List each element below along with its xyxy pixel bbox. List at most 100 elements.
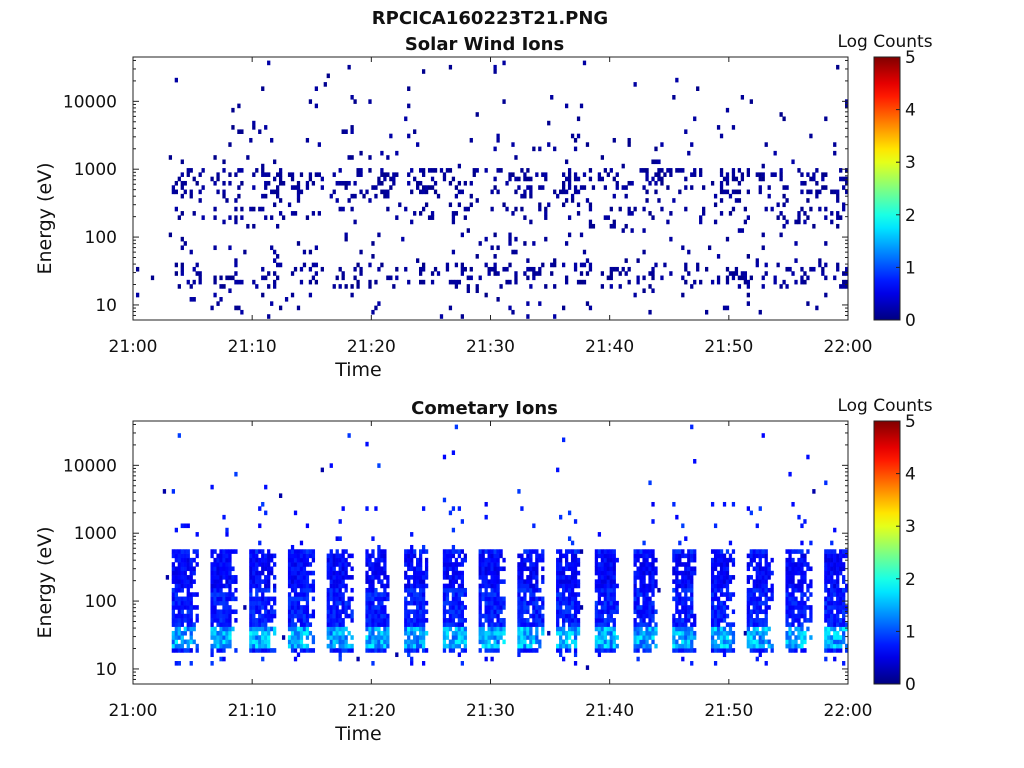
heatmap-cell bbox=[597, 549, 602, 554]
heatmap-cell bbox=[213, 275, 217, 281]
heatmap-cell bbox=[287, 172, 292, 177]
heatmap-cell bbox=[746, 506, 750, 511]
heatmap-cell bbox=[174, 575, 178, 580]
colorbar-tick-label: 2 bbox=[905, 570, 916, 590]
heatmap-cell bbox=[690, 600, 694, 606]
heatmap-cell bbox=[267, 284, 271, 289]
heatmap-cell bbox=[836, 262, 840, 268]
heatmap-cell bbox=[639, 570, 643, 576]
heatmap-cell bbox=[684, 579, 688, 584]
heatmap-cell bbox=[332, 553, 336, 559]
heatmap-cell bbox=[445, 592, 450, 597]
heatmap-cell bbox=[576, 570, 581, 576]
heatmap-cell bbox=[636, 575, 640, 580]
heatmap-cell bbox=[377, 301, 381, 306]
heatmap-cell bbox=[377, 549, 381, 554]
heatmap-cell bbox=[308, 99, 313, 104]
heatmap-cell bbox=[493, 579, 497, 584]
heatmap-cell bbox=[186, 639, 190, 645]
heatmap-cell bbox=[535, 549, 539, 554]
heatmap-cell bbox=[371, 605, 375, 610]
heatmap-cell bbox=[365, 553, 369, 559]
heatmap-cell bbox=[261, 570, 265, 576]
heatmap-cell bbox=[290, 587, 295, 593]
heatmap-cell bbox=[651, 570, 655, 576]
colorbar-tick-label: 4 bbox=[905, 465, 916, 485]
heatmap-cell bbox=[383, 549, 387, 554]
heatmap-cell bbox=[416, 613, 420, 619]
heatmap-cell bbox=[612, 626, 616, 632]
heatmap-cell bbox=[535, 630, 539, 636]
heatmap-cell bbox=[690, 609, 694, 615]
heatmap-cell bbox=[675, 605, 679, 610]
heatmap-cell bbox=[752, 592, 756, 597]
heatmap-cell bbox=[842, 635, 846, 640]
heatmap-cell bbox=[332, 284, 336, 289]
heatmap-cell bbox=[827, 609, 831, 615]
heatmap-cell bbox=[454, 592, 459, 597]
heatmap-cell bbox=[180, 562, 184, 567]
heatmap-cell bbox=[687, 630, 691, 636]
heatmap-cell bbox=[287, 596, 292, 602]
heatmap-cell bbox=[785, 562, 789, 567]
heatmap-cell bbox=[487, 609, 491, 615]
heatmap-cell bbox=[681, 605, 685, 610]
heatmap-cell bbox=[830, 643, 834, 649]
heatmap-cell bbox=[264, 185, 268, 190]
heatmap-cell bbox=[267, 596, 271, 602]
heatmap-cell bbox=[749, 630, 753, 636]
heatmap-cell bbox=[633, 630, 637, 636]
heatmap-cell bbox=[380, 596, 384, 602]
heatmap-cell bbox=[442, 176, 447, 182]
heatmap-cell bbox=[824, 116, 828, 122]
heatmap-cell bbox=[642, 648, 646, 653]
heatmap-cell bbox=[758, 583, 762, 589]
heatmap-cell bbox=[648, 630, 652, 636]
heatmap-cell bbox=[490, 596, 494, 602]
heatmap-cell bbox=[481, 570, 485, 576]
heatmap-cell bbox=[293, 656, 298, 662]
heatmap-cell bbox=[377, 557, 381, 563]
heatmap-cell bbox=[570, 583, 575, 589]
heatmap-cell bbox=[842, 592, 846, 597]
heatmap-cell bbox=[633, 609, 637, 615]
heatmap-cell bbox=[752, 626, 756, 632]
heatmap-cell bbox=[273, 583, 277, 589]
heatmap-cell bbox=[842, 562, 846, 567]
heatmap-cell bbox=[174, 630, 178, 636]
heatmap-cell bbox=[210, 626, 214, 632]
heatmap-cell bbox=[770, 206, 774, 212]
heatmap-cell bbox=[442, 549, 447, 554]
heatmap-cell bbox=[562, 570, 566, 576]
heatmap-cell bbox=[523, 596, 527, 602]
heatmap-cell bbox=[347, 198, 351, 203]
heatmap-cell bbox=[270, 566, 274, 572]
heatmap-cell bbox=[603, 618, 607, 623]
heatmap-cell bbox=[576, 618, 581, 623]
heatmap-cell bbox=[210, 484, 214, 490]
heatmap-cell bbox=[615, 557, 619, 563]
heatmap-cell bbox=[517, 489, 521, 494]
heatmap-cell bbox=[639, 549, 643, 554]
heatmap-cell bbox=[648, 600, 652, 606]
heatmap-cell bbox=[562, 583, 566, 589]
heatmap-cell bbox=[749, 592, 753, 597]
heatmap-cell bbox=[722, 501, 727, 507]
heatmap-cell bbox=[326, 643, 330, 649]
heatmap-cell bbox=[177, 570, 181, 576]
heatmap-cell bbox=[681, 630, 685, 636]
heatmap-cell bbox=[684, 630, 688, 636]
heatmap-cell bbox=[255, 630, 259, 636]
heatmap-cell bbox=[451, 506, 456, 511]
heatmap-cell bbox=[344, 570, 348, 576]
heatmap-cell bbox=[451, 562, 456, 567]
heatmap-cell bbox=[365, 570, 369, 576]
heatmap-cell bbox=[219, 553, 223, 559]
heatmap-cell bbox=[299, 605, 304, 610]
heatmap-cell bbox=[755, 262, 759, 268]
heatmap-cell bbox=[556, 630, 560, 636]
heatmap-cell bbox=[678, 579, 682, 584]
heatmap-cell bbox=[177, 549, 181, 554]
heatmap-cell bbox=[576, 592, 581, 597]
heatmap-cell bbox=[791, 592, 795, 597]
